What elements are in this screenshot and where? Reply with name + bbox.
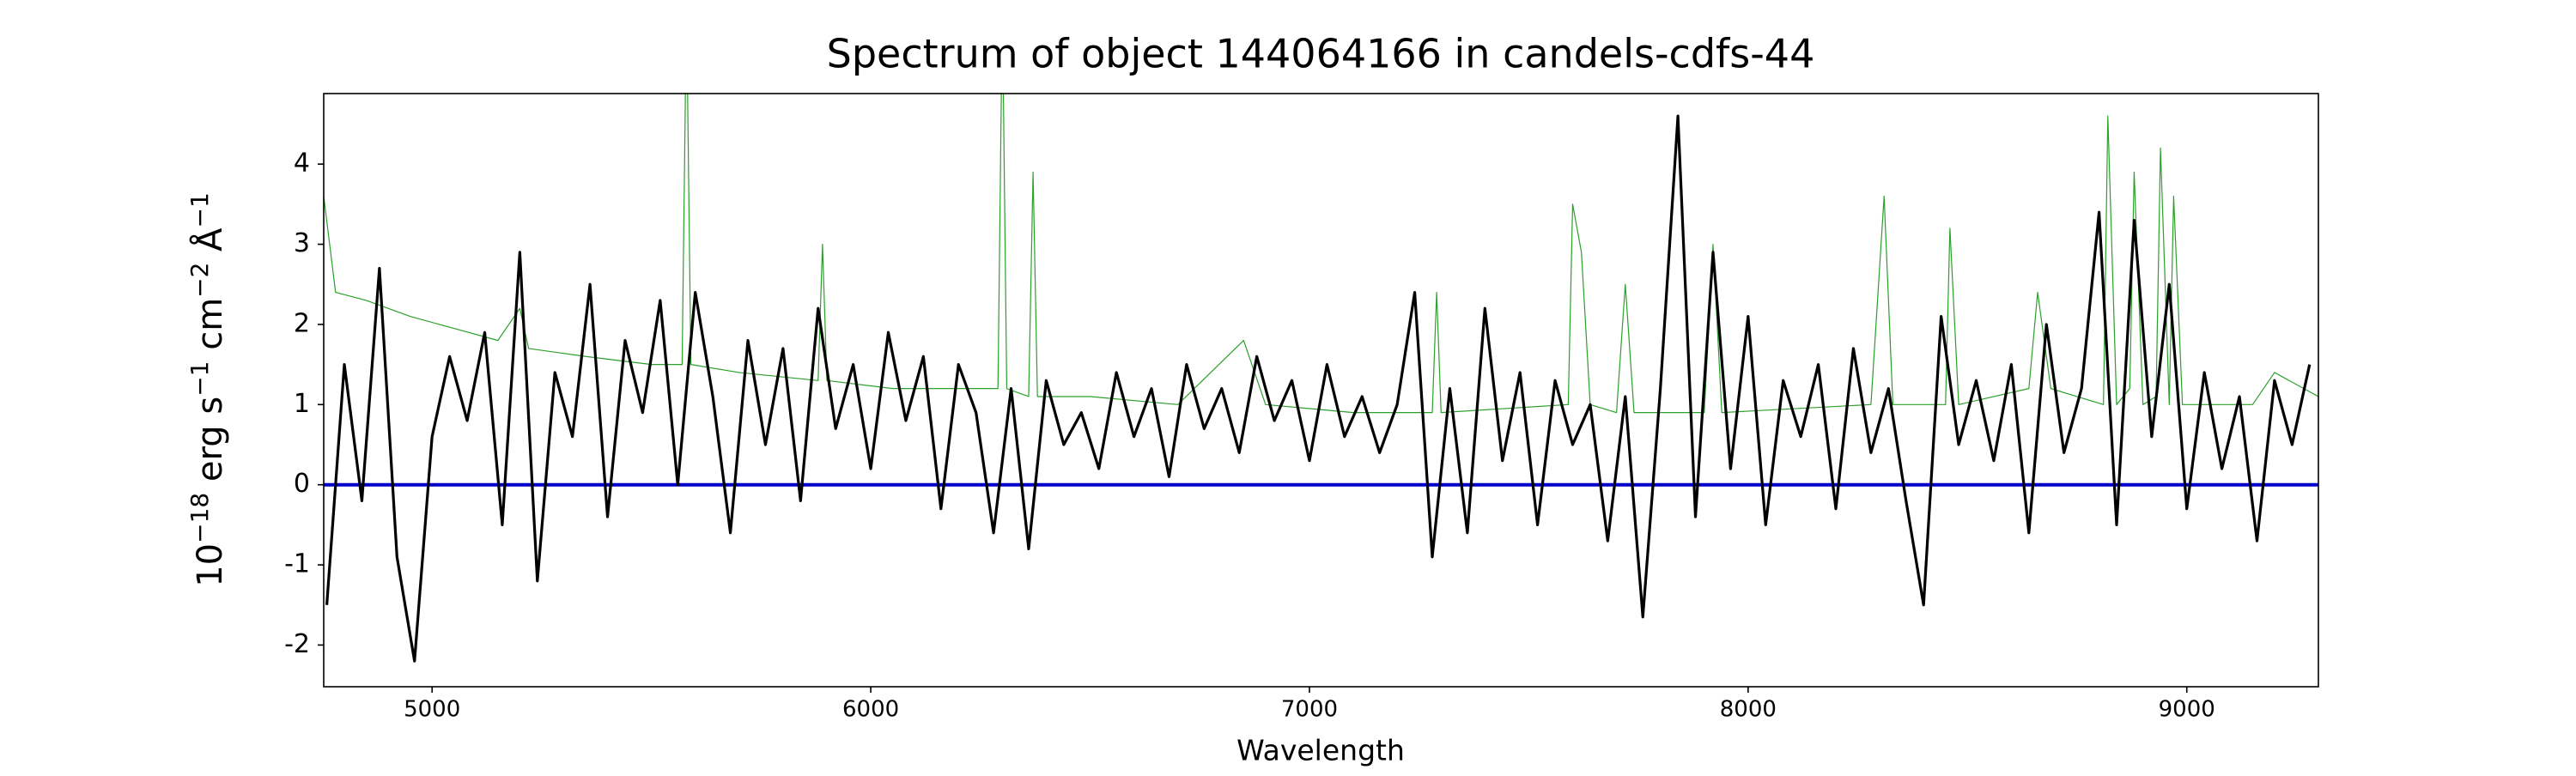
y-tick-label: -2	[284, 629, 310, 659]
x-tick-label: 5000	[404, 697, 460, 723]
y-tick-label: 0	[294, 469, 310, 499]
spectrum-line	[324, 94, 2318, 414]
y-label-superscript: −1	[185, 192, 214, 227]
y-axis-label: 10−18 erg s−1 cm−2 Å−1	[185, 192, 231, 587]
plot-frame	[323, 93, 2319, 688]
y-label-superscript: −2	[185, 263, 214, 298]
y-tick-label: 1	[294, 389, 310, 419]
y-tick-label: 4	[294, 149, 310, 179]
y-tick-label: -1	[284, 549, 310, 579]
spectrum-line	[325, 114, 2312, 663]
x-tick-label: 7000	[1281, 697, 1338, 723]
x-axis-label: Wavelength	[1236, 734, 1405, 767]
y-label-part: 10	[191, 543, 230, 587]
y-label-part: erg s	[191, 397, 230, 493]
y-label-superscript: −1	[185, 361, 214, 397]
y-label-superscript: −18	[185, 493, 214, 543]
y-tick-label: 3	[294, 228, 310, 258]
y-label-part: cm	[191, 298, 230, 361]
y-tick-label: 2	[294, 308, 310, 338]
y-label-part: Å	[189, 227, 230, 263]
chart-title: Spectrum of object 144064166 in candels-…	[827, 31, 1815, 77]
x-tick-label: 6000	[842, 697, 899, 723]
x-tick-label: 9000	[2159, 697, 2215, 723]
plot-area	[324, 94, 2318, 663]
x-tick-label: 8000	[1720, 697, 1777, 723]
